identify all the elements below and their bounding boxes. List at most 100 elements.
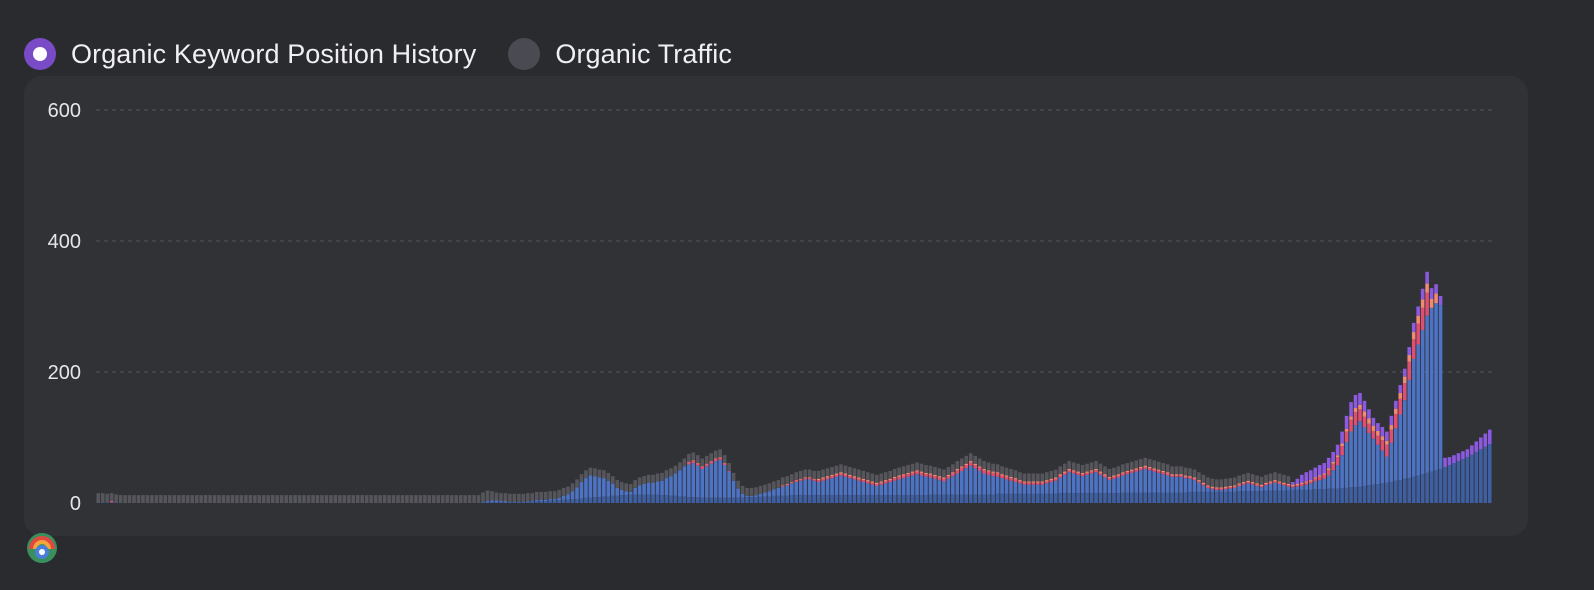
bar-segment[interactable] — [637, 494, 642, 503]
bar-segment[interactable] — [785, 476, 790, 484]
bar-segment[interactable] — [1049, 478, 1054, 481]
bar-segment[interactable] — [754, 495, 758, 498]
bar-segment[interactable] — [642, 494, 646, 503]
bar-segment[interactable] — [521, 502, 526, 503]
bar-segment[interactable] — [1255, 484, 1259, 486]
bar-stack[interactable] — [1089, 462, 1094, 503]
bar-segment[interactable] — [897, 467, 901, 476]
bar-segment[interactable] — [888, 480, 892, 483]
bar-stack[interactable] — [1000, 466, 1004, 503]
bar-segment[interactable] — [1036, 481, 1040, 483]
bar-stack[interactable] — [1080, 465, 1085, 503]
bar-segment[interactable] — [946, 494, 951, 503]
bar-segment[interactable] — [1036, 484, 1040, 494]
bar-segment[interactable] — [834, 465, 839, 474]
bar-segment[interactable] — [1309, 483, 1313, 490]
bar-segment[interactable] — [494, 492, 499, 501]
bar-segment[interactable] — [1156, 492, 1161, 503]
bar-stack[interactable] — [1246, 472, 1250, 503]
bar-segment[interactable] — [1080, 472, 1085, 475]
bar-segment[interactable] — [973, 455, 977, 464]
bar-segment[interactable] — [1147, 459, 1152, 467]
bar-segment[interactable] — [937, 476, 942, 478]
bar-segment[interactable] — [1223, 478, 1228, 487]
bar-segment[interactable] — [655, 473, 660, 482]
bar-segment[interactable] — [669, 468, 673, 477]
bar-segment[interactable] — [857, 495, 861, 503]
bar-segment[interactable] — [105, 493, 109, 503]
bar-segment[interactable] — [1367, 418, 1371, 424]
bar-segment[interactable] — [1371, 417, 1376, 426]
bar-stack[interactable] — [1085, 463, 1089, 503]
bar-segment[interactable] — [1058, 493, 1063, 503]
bar-stack[interactable] — [910, 463, 915, 503]
bar-segment[interactable] — [118, 495, 123, 503]
bar-segment[interactable] — [1362, 485, 1367, 503]
bar-segment[interactable] — [700, 458, 705, 467]
bar-segment[interactable] — [919, 471, 924, 473]
bar-segment[interactable] — [141, 495, 145, 503]
bar-segment[interactable] — [570, 499, 575, 503]
bar-stack[interactable] — [1125, 463, 1130, 503]
bar-stack[interactable] — [1295, 478, 1300, 503]
bar-segment[interactable] — [749, 495, 754, 498]
bar-segment[interactable] — [901, 466, 906, 475]
bar-segment[interactable] — [995, 473, 1000, 477]
bar-segment[interactable] — [960, 470, 964, 495]
bar-stack[interactable] — [351, 495, 356, 503]
bar-segment[interactable] — [1009, 476, 1013, 479]
bar-segment[interactable] — [593, 468, 597, 477]
bar-segment[interactable] — [1036, 482, 1040, 485]
bar-segment[interactable] — [924, 474, 928, 477]
bar-segment[interactable] — [570, 483, 575, 492]
bar-segment[interactable] — [1138, 459, 1143, 467]
bar-segment[interactable] — [1170, 474, 1174, 476]
bar-stack[interactable] — [566, 486, 570, 503]
bar-segment[interactable] — [861, 482, 866, 496]
bar-segment[interactable] — [1237, 484, 1241, 486]
bar-stack[interactable] — [355, 495, 360, 503]
bar-segment[interactable] — [1013, 493, 1018, 503]
bar-segment[interactable] — [619, 482, 624, 490]
bar-segment[interactable] — [673, 465, 678, 474]
bar-segment[interactable] — [1394, 480, 1398, 503]
bar-segment[interactable] — [669, 495, 673, 503]
bar-segment[interactable] — [1344, 487, 1349, 503]
bar-segment[interactable] — [982, 468, 986, 471]
bar-segment[interactable] — [552, 491, 557, 500]
bar-segment[interactable] — [1326, 475, 1331, 489]
bar-segment[interactable] — [525, 493, 530, 502]
bar-segment[interactable] — [1335, 488, 1340, 503]
bar-segment[interactable] — [1331, 463, 1335, 471]
bar-stack[interactable] — [1331, 451, 1335, 503]
bar-segment[interactable] — [718, 459, 722, 498]
bar-segment[interactable] — [1161, 463, 1165, 471]
bar-segment[interactable] — [262, 495, 266, 503]
bar-segment[interactable] — [673, 495, 678, 503]
bar-segment[interactable] — [1210, 487, 1215, 490]
bar-segment[interactable] — [1197, 472, 1201, 481]
bar-segment[interactable] — [745, 487, 749, 496]
bar-stack[interactable] — [1174, 466, 1179, 503]
bar-segment[interactable] — [168, 495, 172, 503]
bar-segment[interactable] — [1232, 486, 1237, 488]
bar-segment[interactable] — [1246, 472, 1250, 481]
bar-segment[interactable] — [1022, 482, 1027, 485]
bar-segment[interactable] — [1138, 468, 1143, 471]
bar-segment[interactable] — [1479, 437, 1483, 450]
bar-segment[interactable] — [1223, 486, 1228, 488]
bar-segment[interactable] — [687, 462, 691, 465]
bar-segment[interactable] — [704, 455, 709, 464]
bar-segment[interactable] — [874, 485, 879, 496]
bar-segment[interactable] — [879, 481, 884, 483]
bar-segment[interactable] — [163, 495, 168, 503]
bar-stack[interactable] — [924, 465, 928, 503]
bar-stack[interactable] — [897, 467, 901, 503]
bar-stack[interactable] — [901, 466, 906, 503]
bar-segment[interactable] — [1385, 482, 1389, 503]
bar-segment[interactable] — [834, 476, 839, 496]
bar-segment[interactable] — [1479, 449, 1483, 503]
bar-stack[interactable] — [834, 465, 839, 503]
bar-segment[interactable] — [1071, 470, 1076, 472]
bar-segment[interactable] — [1237, 475, 1241, 484]
